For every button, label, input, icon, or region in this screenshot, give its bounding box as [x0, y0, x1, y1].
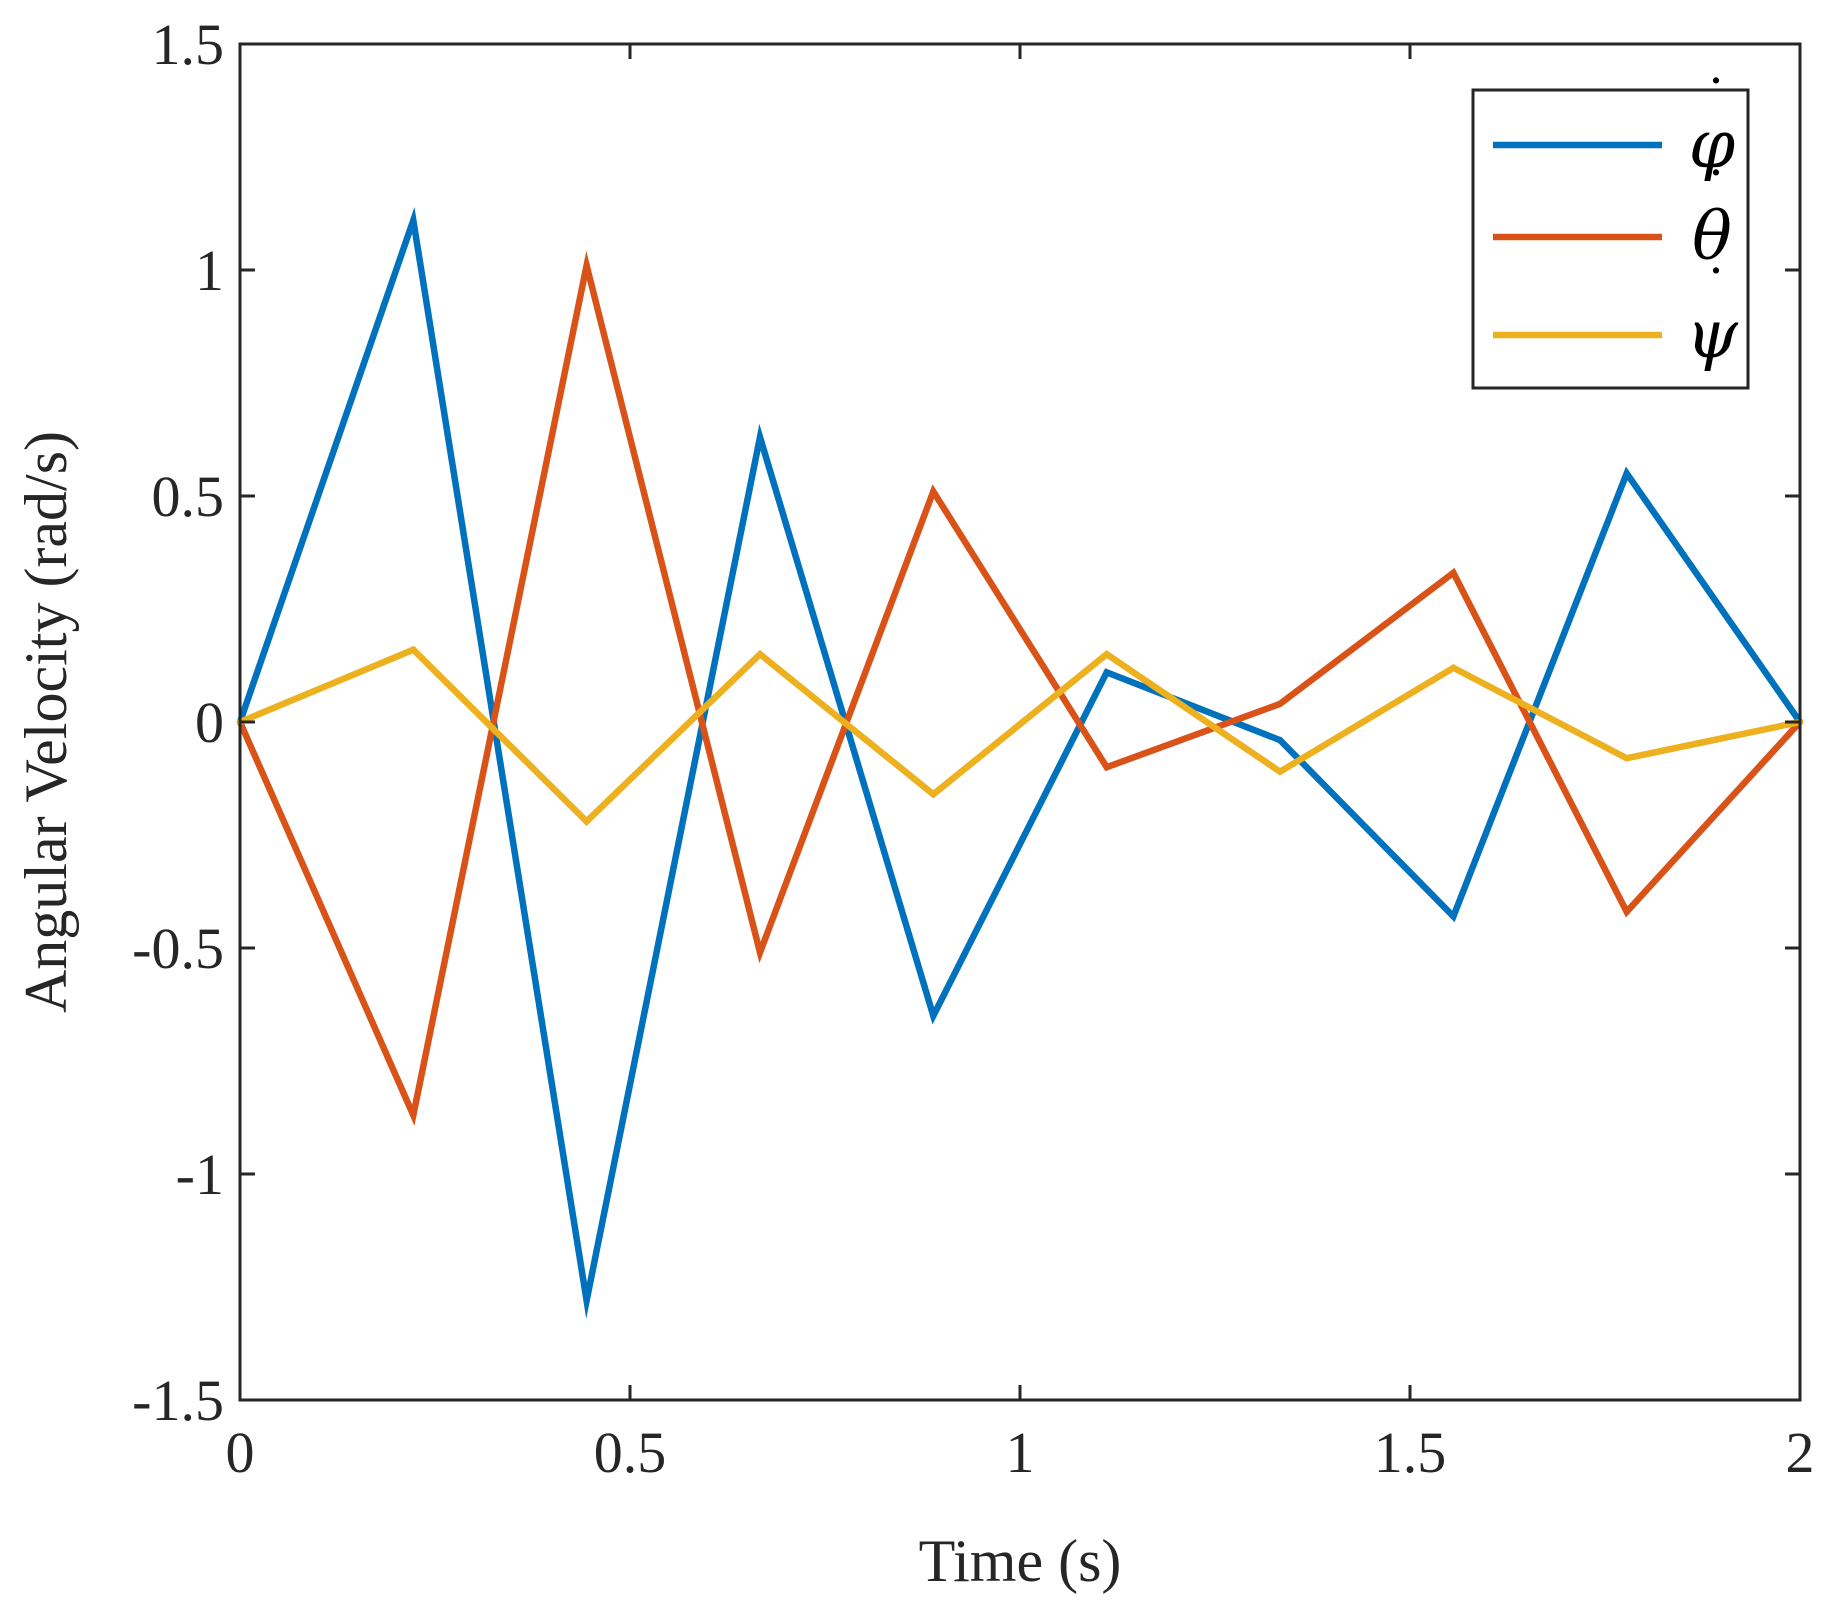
- data-point-s2-2: [410, 1112, 417, 1119]
- data-point-s1-8: [1450, 913, 1457, 920]
- series-line-3: [238, 645, 1801, 826]
- data-point-s1-2: [410, 217, 417, 224]
- tick-layer: 0 0.5 1 1.5 2 -1.5 -1 -0.5 0 0.5 1 1.5: [132, 12, 1814, 1485]
- x-tick-label-2: 2: [1786, 1420, 1815, 1485]
- x-tick-label-0p5: 0.5: [594, 1420, 667, 1485]
- plot-frame: [238, 42, 1802, 1402]
- data-point-s2-3: [583, 262, 590, 269]
- data-point-s1-9: [1623, 470, 1630, 477]
- x-tick-label-1: 1: [1006, 1420, 1035, 1485]
- legend-accent-1: ˙: [1703, 69, 1730, 132]
- data-point-s1-3: [583, 1297, 590, 1304]
- data-point-s2-9: [1623, 908, 1630, 916]
- y-tick-label-0p5: 0.5: [152, 464, 225, 529]
- legend: φ˙θ˙ψ˙: [1471, 69, 1750, 390]
- x-axis-label: Time (s): [919, 1528, 1122, 1594]
- data-point-s3-4: [756, 651, 764, 658]
- data-point-s2-6: [1103, 764, 1110, 771]
- y-tick-label-neg1p5: -1.5: [132, 1368, 224, 1433]
- y-axis-label: Angular Velocity (rad/s): [13, 431, 79, 1013]
- data-point-s2-5: [930, 488, 937, 495]
- data-point-s3-2: [410, 646, 417, 653]
- y-tick-label-0: 0: [195, 690, 224, 755]
- y-tick-label-neg0p5: -0.5: [132, 916, 224, 981]
- data-point-s3-3: [583, 818, 590, 825]
- legend-label-3: ψ: [1686, 296, 1739, 373]
- legend-accent-3: ˙: [1703, 259, 1730, 322]
- data-point-s3-6: [1103, 651, 1110, 658]
- y-tick-label-1: 1: [195, 238, 224, 303]
- data-point-s2-4: [756, 949, 764, 956]
- data-point-s3-5: [930, 791, 937, 798]
- data-point-s3-8: [1450, 664, 1457, 671]
- data-point-s2-7: [1276, 700, 1284, 708]
- data-point-s1-4: [756, 434, 764, 441]
- legend-accent-2: ˙: [1703, 161, 1730, 224]
- data-point-s1-6: [1103, 669, 1110, 676]
- data-point-s1-5: [930, 1012, 937, 1019]
- series-line-1: [236, 206, 1803, 1319]
- data-point-s3-9: [1623, 754, 1630, 762]
- series-line-2: [237, 250, 1803, 1126]
- x-tick-label-1p5: 1.5: [1374, 1420, 1447, 1485]
- legend-label-1: φ: [1689, 106, 1735, 183]
- data-point-s3-7: [1276, 768, 1284, 775]
- y-tick-label-1p5: 1.5: [152, 12, 225, 77]
- data-point-s1-7: [1276, 736, 1284, 744]
- data-point-s2-8: [1450, 569, 1457, 577]
- y-tick-label-neg1: -1: [176, 1142, 224, 1207]
- legend-label-2: θ: [1692, 198, 1732, 275]
- x-tick-label-0: 0: [226, 1420, 255, 1485]
- series-layer: [236, 206, 1804, 1319]
